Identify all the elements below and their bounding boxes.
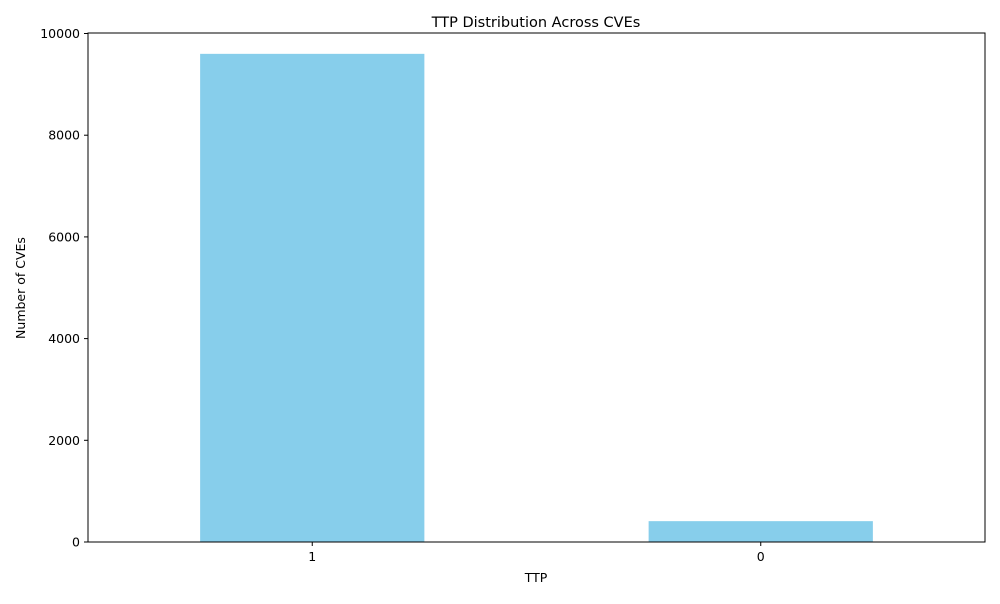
x-tick-label: 0: [757, 549, 765, 564]
bar-1: [200, 53, 425, 543]
y-tick-label: 2000: [48, 433, 80, 448]
x-tick-label: 1: [308, 549, 316, 564]
y-tick-label: 6000: [48, 229, 80, 244]
chart-title: TTP Distribution Across CVEs: [431, 15, 641, 31]
plot-frame: [87, 32, 986, 543]
y-tick-label: 10000: [40, 26, 80, 41]
bar-0: [648, 521, 873, 542]
bars-layer: [200, 53, 873, 543]
y-axis-label: Number of CVEs: [13, 237, 28, 339]
y-tick-label: 4000: [48, 331, 80, 346]
y-tick-label: 8000: [48, 128, 80, 143]
x-axis-label: TTP: [524, 570, 548, 585]
y-axis-ticks: 0 2000 4000 6000 8000 10000: [40, 26, 88, 550]
y-tick-label: 0: [72, 535, 80, 550]
